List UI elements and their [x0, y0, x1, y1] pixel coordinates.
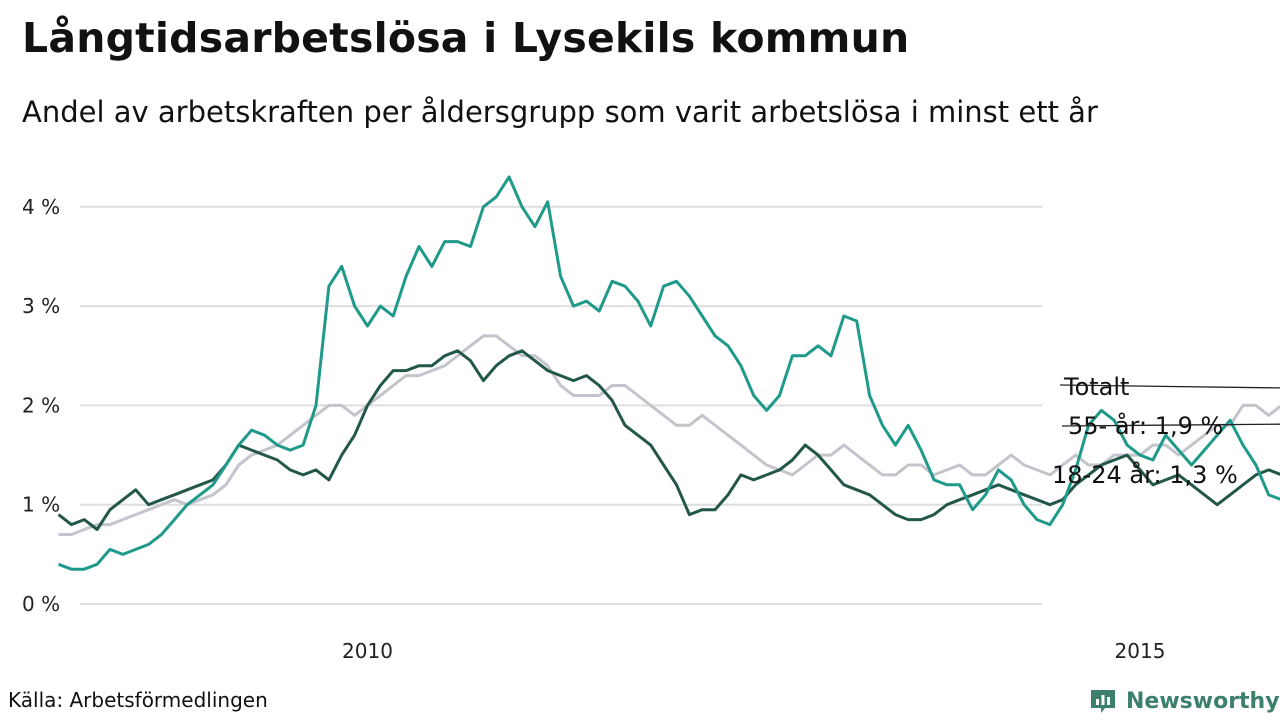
series-end-label: 18-24 år: 1,3 % [1052, 460, 1238, 489]
y-tick-label: 4 % [22, 195, 60, 219]
leader-line [1059, 384, 1280, 389]
series-line [57, 175, 1280, 571]
series-lines [57, 175, 1280, 571]
end-labels: Totalt 55- år: 1,9 % 18-24 år: 1,3 % [1052, 373, 1280, 489]
chart-subtitle: Andel av arbetskraften per åldersgrupp s… [22, 95, 1098, 129]
series-end-label: 55- år: 1,9 % [1068, 411, 1223, 440]
y-tick-label: 1 % [22, 493, 60, 517]
y-tick-label: 2 % [22, 393, 60, 417]
source-note: Källa: Arbetsförmedlingen [8, 688, 268, 712]
x-tick-label: 2015 [1115, 639, 1166, 663]
series-end-label: Totalt [1063, 373, 1129, 401]
axis-labels: 0 %1 %2 %3 %4 %201020152020sep 2023 [22, 195, 1166, 663]
y-tick-label: 0 % [22, 592, 60, 616]
x-tick-label: 2010 [342, 639, 393, 663]
series-line [57, 349, 1280, 531]
y-tick-label: 3 % [22, 294, 60, 318]
brand-logo[interactable]: Newsworthy [1088, 684, 1280, 718]
newsworthy-logo-icon [1091, 690, 1115, 713]
chart-title: Långtidsarbetslösa i Lysekils kommun [22, 14, 910, 62]
brand-name: Newsworthy [1126, 688, 1280, 714]
series-line [58, 334, 1280, 536]
grid-lines [80, 205, 1042, 605]
leader-line [1061, 423, 1280, 427]
